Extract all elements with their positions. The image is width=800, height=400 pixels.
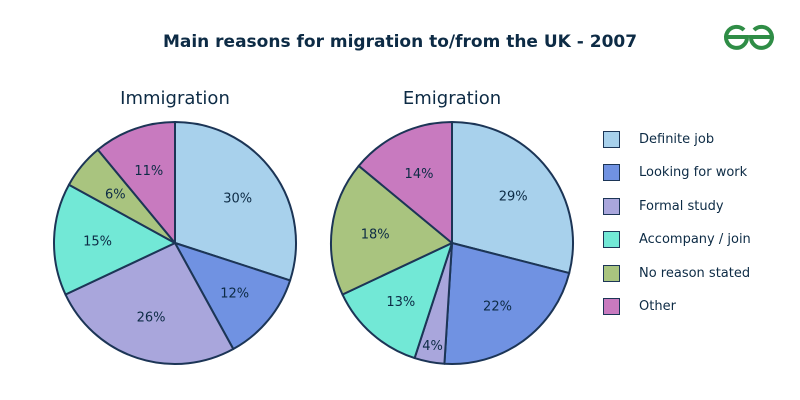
slice-immigration-other [96, 121, 176, 244]
legend-label-definite-job: Definite job [639, 131, 715, 147]
chart-title: Main reasons for migration to/from the U… [162, 32, 638, 52]
data-label-immigration-formal-study: 26% [137, 311, 166, 326]
slice-immigration-accompany-join [53, 183, 176, 296]
legend-label-formal-study: Formal study [639, 198, 724, 214]
data-label-immigration-other: 11% [134, 164, 163, 179]
legend-item-looking-for-work: Looking for work [603, 162, 793, 184]
legend-item-other: Other [603, 296, 793, 318]
data-label-immigration-no-reason-stated: 6% [105, 188, 126, 203]
data-label-emigration-other: 14% [405, 167, 434, 182]
data-label-emigration-formal-study: 4% [422, 339, 443, 354]
slice-emigration-looking-for-work [443, 242, 571, 365]
slice-emigration-definite-job [451, 121, 574, 275]
slice-emigration-accompany-join [341, 242, 453, 360]
data-label-immigration-looking-for-work: 12% [220, 286, 249, 301]
legend-item-formal-study: Formal study [603, 195, 793, 217]
data-label-emigration-definite-job: 29% [499, 190, 528, 205]
legend-item-accompany-join: Accompany / join [603, 229, 793, 251]
pie-title-emigration: Emigration [403, 88, 501, 109]
legend-swatch-looking-for-work [603, 164, 620, 181]
legend-label-accompany-join: Accompany / join [639, 232, 751, 247]
data-label-immigration-accompany-join: 15% [83, 235, 112, 250]
slice-emigration-other [357, 121, 453, 244]
data-label-emigration-looking-for-work: 22% [483, 300, 512, 315]
pie-emigration: Emigration 29% 22% 4% 13% 18% 14% [330, 88, 574, 365]
legend-label-no-reason-stated: No reason stated [639, 265, 751, 281]
legend: Definite job Looking for work Formal study… [603, 128, 793, 329]
legend-swatch-formal-study [603, 197, 620, 215]
legend-swatch-no-reason-stated [603, 264, 620, 282]
legend-swatch-other [603, 298, 620, 315]
legend-label-looking-for-work: Looking for work [639, 165, 748, 180]
geeksforgeeks-logo-icon [724, 24, 774, 50]
slice-immigration-definite-job [174, 121, 297, 282]
data-label-emigration-accompany-join: 13% [386, 295, 415, 310]
data-label-immigration-definite-job: 30% [223, 192, 252, 207]
data-label-emigration-no-reason-stated: 18% [361, 227, 390, 242]
legend-swatch-accompany-join [603, 231, 620, 248]
pie-title-immigration: Immigration [120, 88, 230, 109]
legend-item-definite-job: Definite job [603, 128, 793, 150]
pie-immigration: Immigration 30% 12% 26% 15% 6% 11% [53, 88, 297, 365]
slice-immigration-looking-for-work [174, 242, 292, 351]
legend-swatch-definite-job [603, 130, 620, 148]
legend-item-no-reason-stated: No reason stated [603, 262, 793, 284]
slice-immigration-formal-study [64, 242, 235, 365]
legend-label-other: Other [639, 299, 676, 314]
slice-emigration-no-reason-stated [330, 164, 453, 296]
